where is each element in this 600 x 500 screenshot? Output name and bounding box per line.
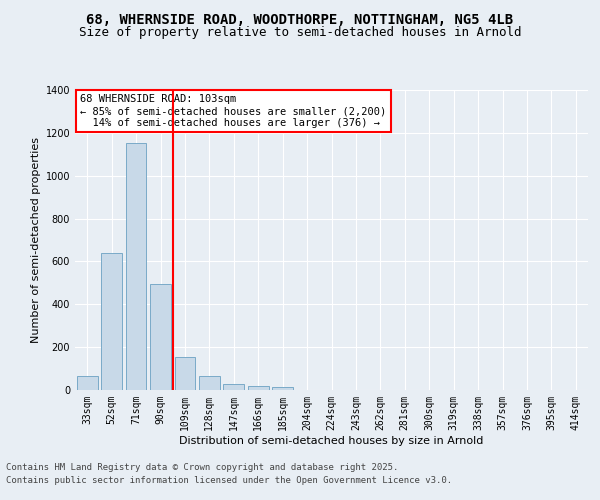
Bar <box>125 142 146 390</box>
Text: Size of property relative to semi-detached houses in Arnold: Size of property relative to semi-detach… <box>79 26 521 39</box>
Text: Contains HM Land Registry data © Crown copyright and database right 2025.: Contains HM Land Registry data © Crown c… <box>6 462 398 471</box>
Bar <box>175 357 196 390</box>
Bar <box>150 284 171 390</box>
X-axis label: Distribution of semi-detached houses by size in Arnold: Distribution of semi-detached houses by … <box>179 436 484 446</box>
Bar <box>199 376 220 390</box>
Y-axis label: Number of semi-detached properties: Number of semi-detached properties <box>31 137 41 343</box>
Bar <box>77 376 98 390</box>
Bar <box>248 386 269 390</box>
Bar <box>223 384 244 390</box>
Text: Contains public sector information licensed under the Open Government Licence v3: Contains public sector information licen… <box>6 476 452 485</box>
Bar <box>101 253 122 390</box>
Text: 68 WHERNSIDE ROAD: 103sqm
← 85% of semi-detached houses are smaller (2,200)
  14: 68 WHERNSIDE ROAD: 103sqm ← 85% of semi-… <box>80 94 386 128</box>
Bar <box>272 387 293 390</box>
Text: 68, WHERNSIDE ROAD, WOODTHORPE, NOTTINGHAM, NG5 4LB: 68, WHERNSIDE ROAD, WOODTHORPE, NOTTINGH… <box>86 12 514 26</box>
